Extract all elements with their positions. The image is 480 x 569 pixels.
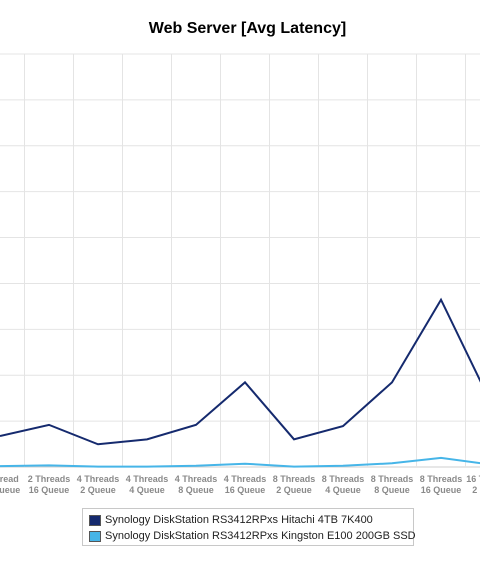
legend-item-1: Synology DiskStation RS3412RPxs Kingston…: [89, 529, 416, 543]
chart-title: Web Server [Avg Latency]: [148, 20, 347, 37]
x-tick-label: 4 Threads 2 Queue: [77, 474, 120, 495]
series-line-1: [0, 456, 480, 468]
legend-swatch-1: [89, 530, 101, 542]
x-tick-label: 4 Threads 8 Queue: [175, 474, 218, 495]
series-line-0: [0, 297, 480, 446]
legend-item-0: Synology DiskStation RS3412RPxs Hitachi …: [89, 513, 373, 527]
x-tick-label: 8 Threads 16 Queue: [420, 474, 463, 495]
x-tick-label: 8 Threads 4 Queue: [322, 474, 365, 495]
legend: Synology DiskStation RS3412RPxs Hitachi …: [82, 508, 416, 546]
x-tick-label: 1 Thread16 Queue: [0, 474, 20, 495]
legend-swatch-0: [89, 514, 101, 526]
legend-label-0: Synology DiskStation RS3412RPxs Hitachi …: [105, 514, 373, 526]
x-tick-label: 4 Threads 16 Queue: [224, 474, 267, 495]
series-layer: [0, 297, 480, 468]
grid-layer: [0, 53, 480, 468]
x-tick-label: 4 Threads 4 Queue: [126, 474, 169, 495]
legend-label-1: Synology DiskStation RS3412RPxs Kingston…: [105, 530, 416, 542]
x-tick-label: 2 Threads 16 Queue: [28, 474, 71, 495]
x-tick-label: 8 Threads 8 Queue: [371, 474, 414, 495]
x-tick-label: 8 Threads 2 Queue: [273, 474, 316, 495]
